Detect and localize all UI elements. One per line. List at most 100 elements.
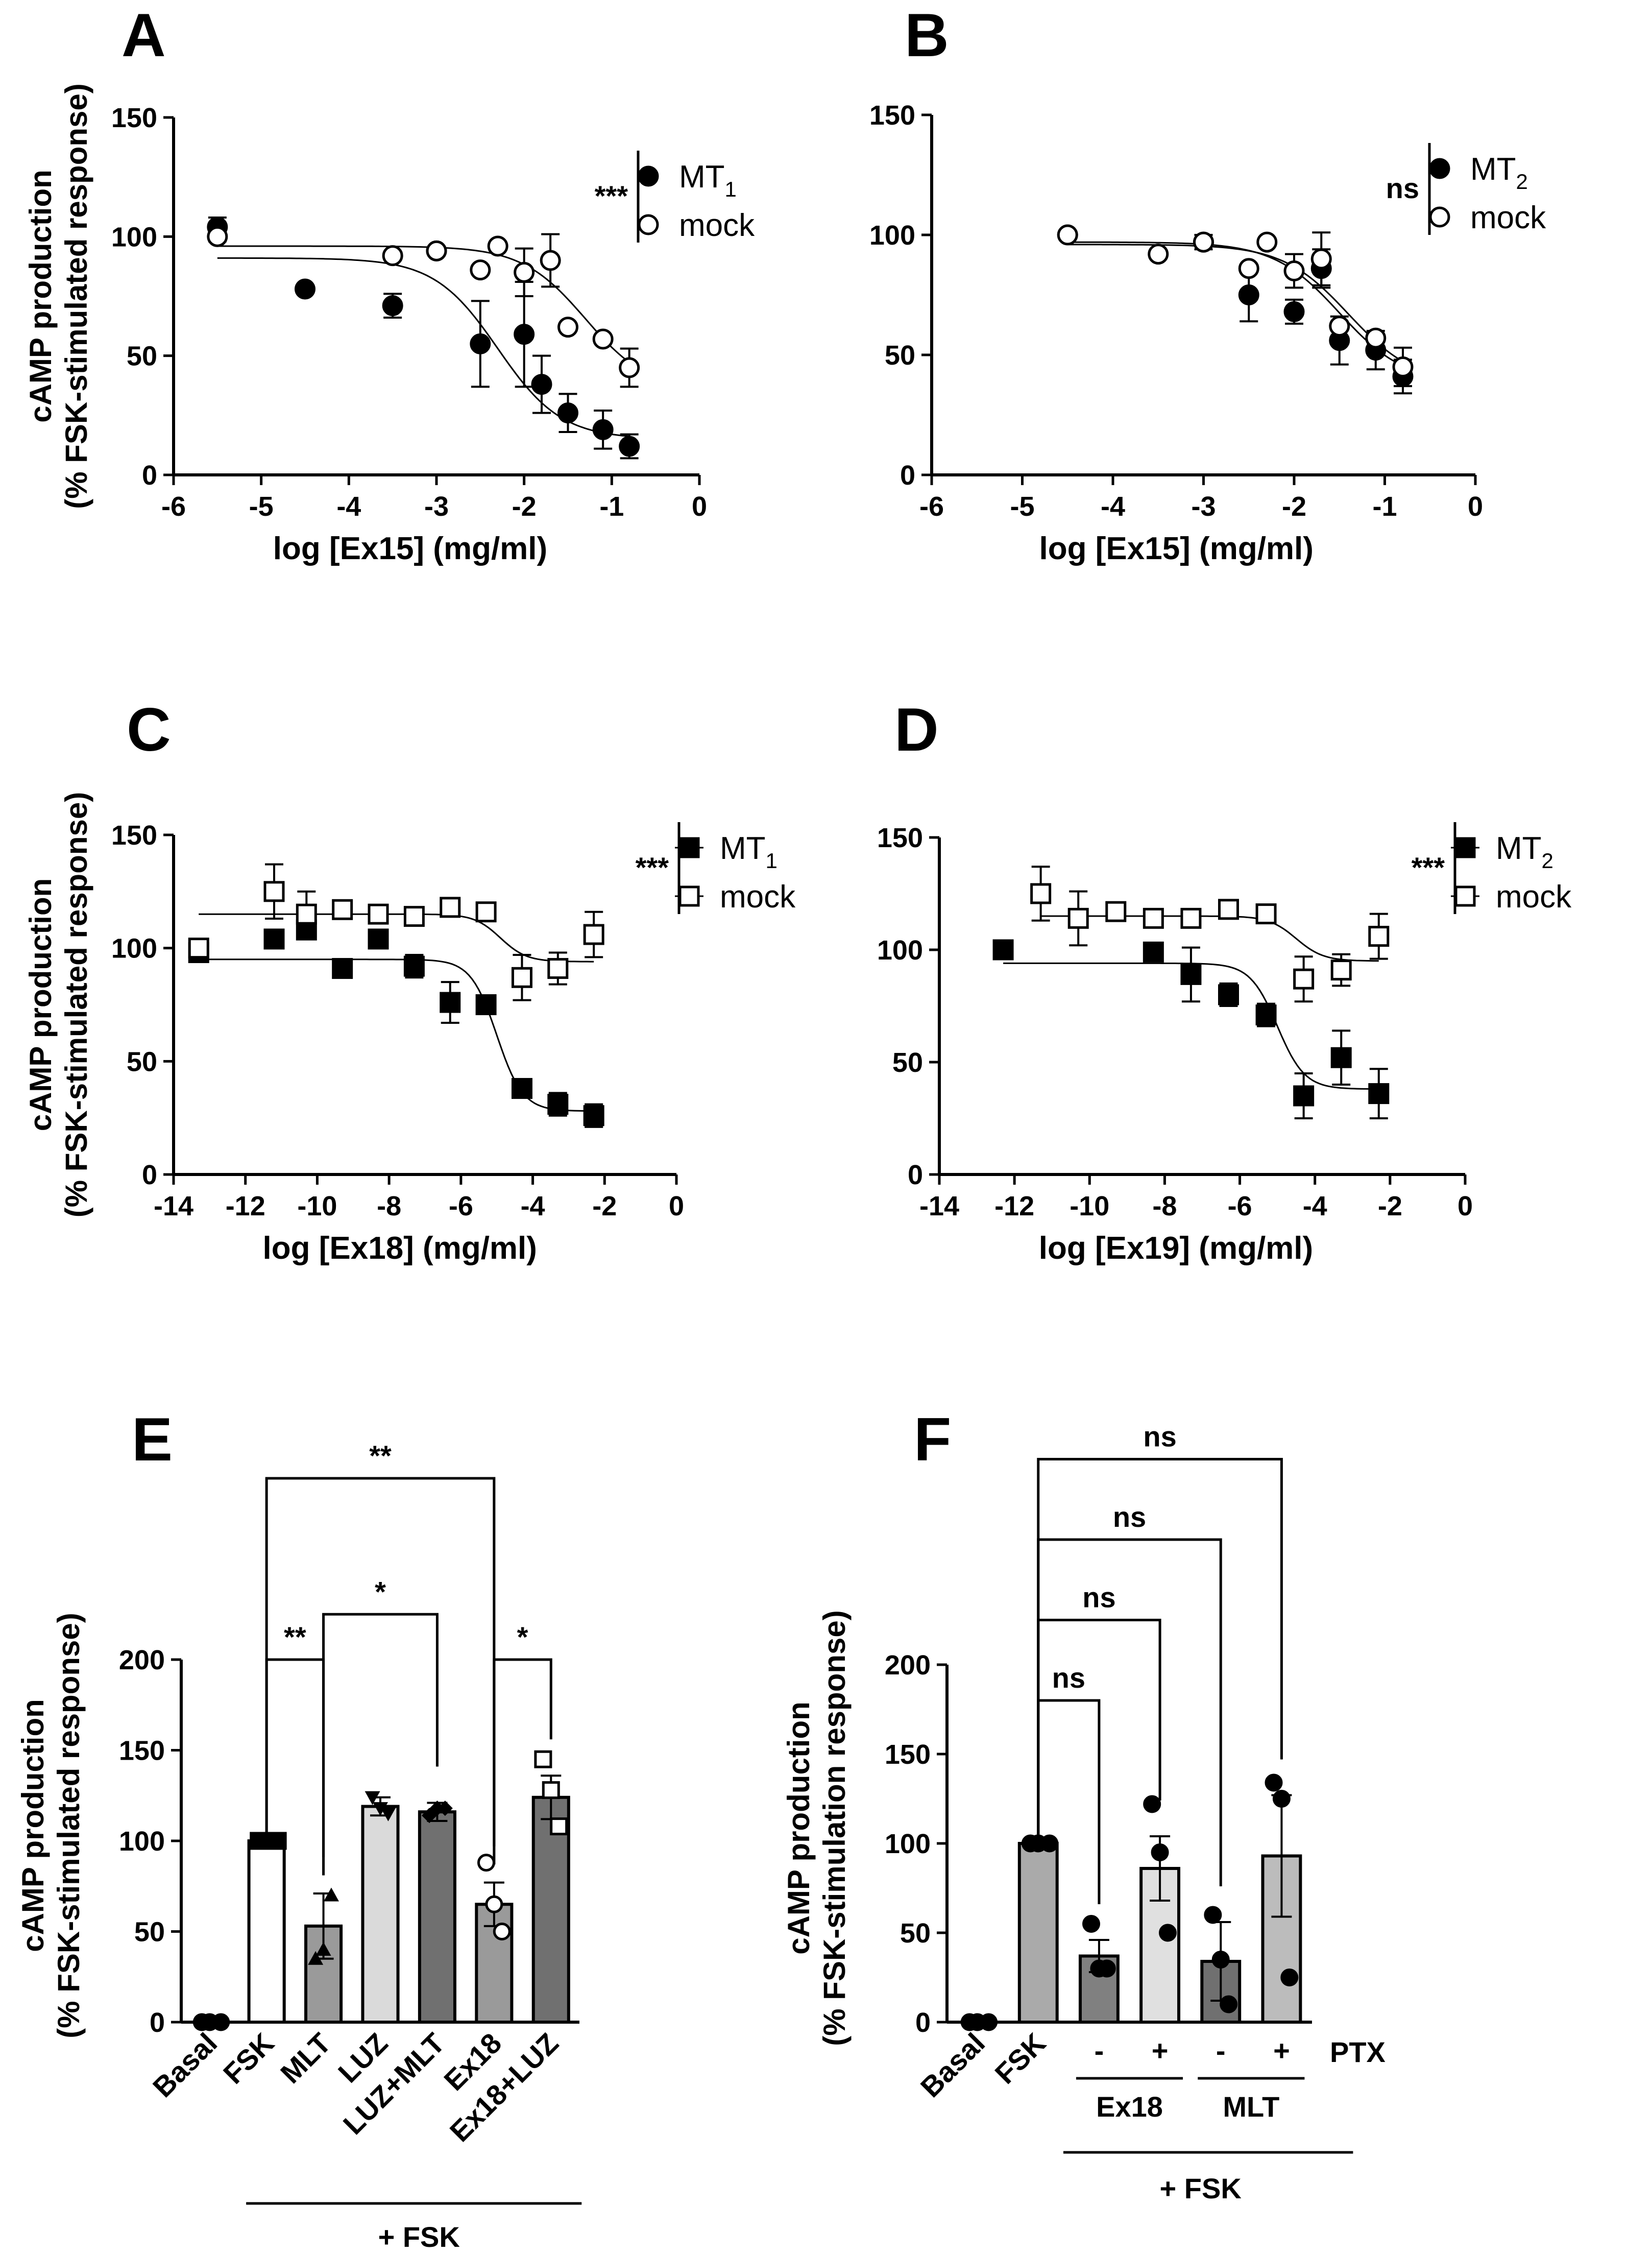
e-data-point	[365, 1791, 380, 1805]
b-x-tick-label: -2	[1282, 491, 1306, 522]
c-ylabel-line: cAMP production	[23, 878, 58, 1132]
f-category-label: +	[1152, 2034, 1169, 2067]
d-series-mock-point	[1180, 907, 1202, 929]
a-x-tick-label: -4	[336, 491, 361, 522]
c-y-tick-label: 0	[142, 1160, 157, 1190]
f-y-tick-label: 200	[885, 1650, 931, 1681]
a-y-tick-label: 50	[127, 341, 157, 372]
f-data-point	[1158, 1924, 1177, 1942]
b-legend-mt-label-subscript: 2	[1516, 170, 1528, 194]
b-y-tick-label: 50	[885, 340, 915, 371]
a-series-mt-point	[557, 402, 578, 424]
f-bracket-label: ns	[1113, 1501, 1146, 1533]
c-series-mock-point	[188, 938, 209, 959]
b-series-mock-point	[1256, 231, 1278, 253]
d-series-mock-point	[1330, 959, 1352, 981]
e-category-label: Basal	[147, 2027, 223, 2103]
c-x-tick-label: -12	[226, 1191, 265, 1221]
b-series-mt-point	[1283, 301, 1305, 322]
b-x-tick-label: -6	[919, 491, 944, 522]
f-data-point	[1220, 1995, 1238, 2013]
a-series-mock-point	[382, 245, 403, 267]
panel-a-chart: -6 -5 -4 -3 -2 -1 0 0 50 100 150 log [Ex15] (mg/ml)…	[23, 83, 755, 566]
c-ylabel: cAMP production(% FSK-stimulated respons…	[23, 792, 93, 1217]
e-bar	[247, 1839, 286, 2024]
a-series-mt-point	[382, 295, 403, 317]
a-y-tick-label: 100	[111, 222, 157, 252]
d-significance: ***	[1412, 851, 1445, 883]
d-x-tick-label: 0	[1457, 1191, 1473, 1221]
a-series-mt-point	[592, 419, 614, 440]
b-x-tick-label: -4	[1101, 491, 1125, 522]
c-legend-mt-label: MT1	[720, 831, 778, 873]
c-x-tick-label: -14	[154, 1191, 193, 1221]
a-x-tick-label: -3	[424, 491, 449, 522]
e-data-point	[315, 1942, 331, 1956]
f-bracket	[1037, 1458, 1283, 1838]
c-series-mock-point	[296, 903, 317, 925]
d-series-mt-point	[1218, 984, 1239, 1005]
c-series-mock-point	[440, 897, 461, 918]
e-data-point	[323, 1887, 339, 1902]
c-y-tick-label: 50	[127, 1046, 157, 1077]
b-y-tick-label: 150	[869, 100, 915, 131]
d-series-mock-point	[1067, 907, 1089, 929]
e-data-point	[493, 1923, 511, 1940]
e-data-point	[373, 1802, 388, 1816]
d-series-mock-point	[1030, 883, 1052, 904]
b-series-mock-point	[1193, 231, 1214, 253]
f-data-point	[1151, 1843, 1169, 1861]
d-series-mt-point	[1180, 964, 1202, 985]
c-series-mock-point	[547, 958, 569, 979]
f-data-point	[1211, 1951, 1230, 1969]
d-series-mt-point	[1293, 1085, 1315, 1107]
f-category-label: -	[1095, 2034, 1104, 2067]
e-bracket	[493, 1658, 552, 1865]
panel-b-chart: -6 -5 -4 -3 -2 -1 0 0 50 100 150 log [Ex15] (mg/ml)…	[869, 100, 1546, 566]
a-x-label: log [Ex15] (mg/ml)	[273, 531, 547, 566]
a-x-tick-label: -1	[599, 491, 624, 522]
d-x-tick-label: -10	[1070, 1191, 1109, 1221]
a-legend-mt-marker	[638, 165, 659, 187]
e-data-point	[429, 1801, 445, 1816]
a-ylabel: cAMP production(% FSK-stimulated respons…	[23, 83, 93, 509]
d-series-mock-point	[1143, 907, 1164, 929]
e-bar	[418, 1810, 456, 2024]
panel-letter-a: A	[122, 1, 166, 69]
f-data-point	[1143, 1795, 1161, 1813]
c-x-tick-label: -8	[377, 1191, 401, 1221]
d-series-mock-point	[1105, 901, 1127, 922]
panel-f-chart: 0 50 100 150 200 cAMP production(% FSK-stimul…	[782, 1421, 1386, 2205]
c-y-tick-label: 100	[111, 933, 157, 964]
c-series-mt-point	[263, 928, 285, 950]
b-series-mt-point	[1238, 284, 1259, 305]
d-x-tick-label: -12	[994, 1191, 1034, 1221]
e-bracket	[265, 1477, 496, 1846]
panel-letter-f: F	[914, 1405, 951, 1474]
a-series-mock-point	[514, 261, 535, 283]
f-data-point	[1265, 1773, 1283, 1792]
c-series-mock-point	[332, 899, 353, 920]
c-legend-mock-label: mock	[720, 879, 796, 915]
e-data-point	[485, 1895, 503, 1913]
d-legend-mock-marker	[1454, 885, 1476, 907]
b-series-mock-point	[1365, 327, 1387, 349]
d-series-mt-point	[1143, 941, 1164, 963]
d-legend-mock-label: mock	[1496, 879, 1572, 915]
f-group-label: MLT	[1223, 2091, 1279, 2123]
a-legend-mt-label-subscript: 1	[725, 177, 737, 201]
f-y-tick-label: 0	[915, 2007, 931, 2038]
c-series-mt-point	[368, 928, 389, 950]
b-legend-mt-marker	[1429, 158, 1450, 179]
a-series-mock-point	[540, 250, 561, 271]
a-series-mt-point	[514, 324, 535, 345]
b-y-tick-label: 100	[869, 220, 915, 251]
e-data-point	[437, 1801, 453, 1816]
d-y-tick-label: 50	[892, 1047, 923, 1078]
d-y-tick-label: 0	[908, 1160, 923, 1190]
f-bar	[1017, 1842, 1059, 2024]
e-data-point	[477, 1854, 495, 1872]
b-legend-mock-marker	[1429, 206, 1450, 228]
e-footer-label: + FSK	[378, 2221, 460, 2253]
